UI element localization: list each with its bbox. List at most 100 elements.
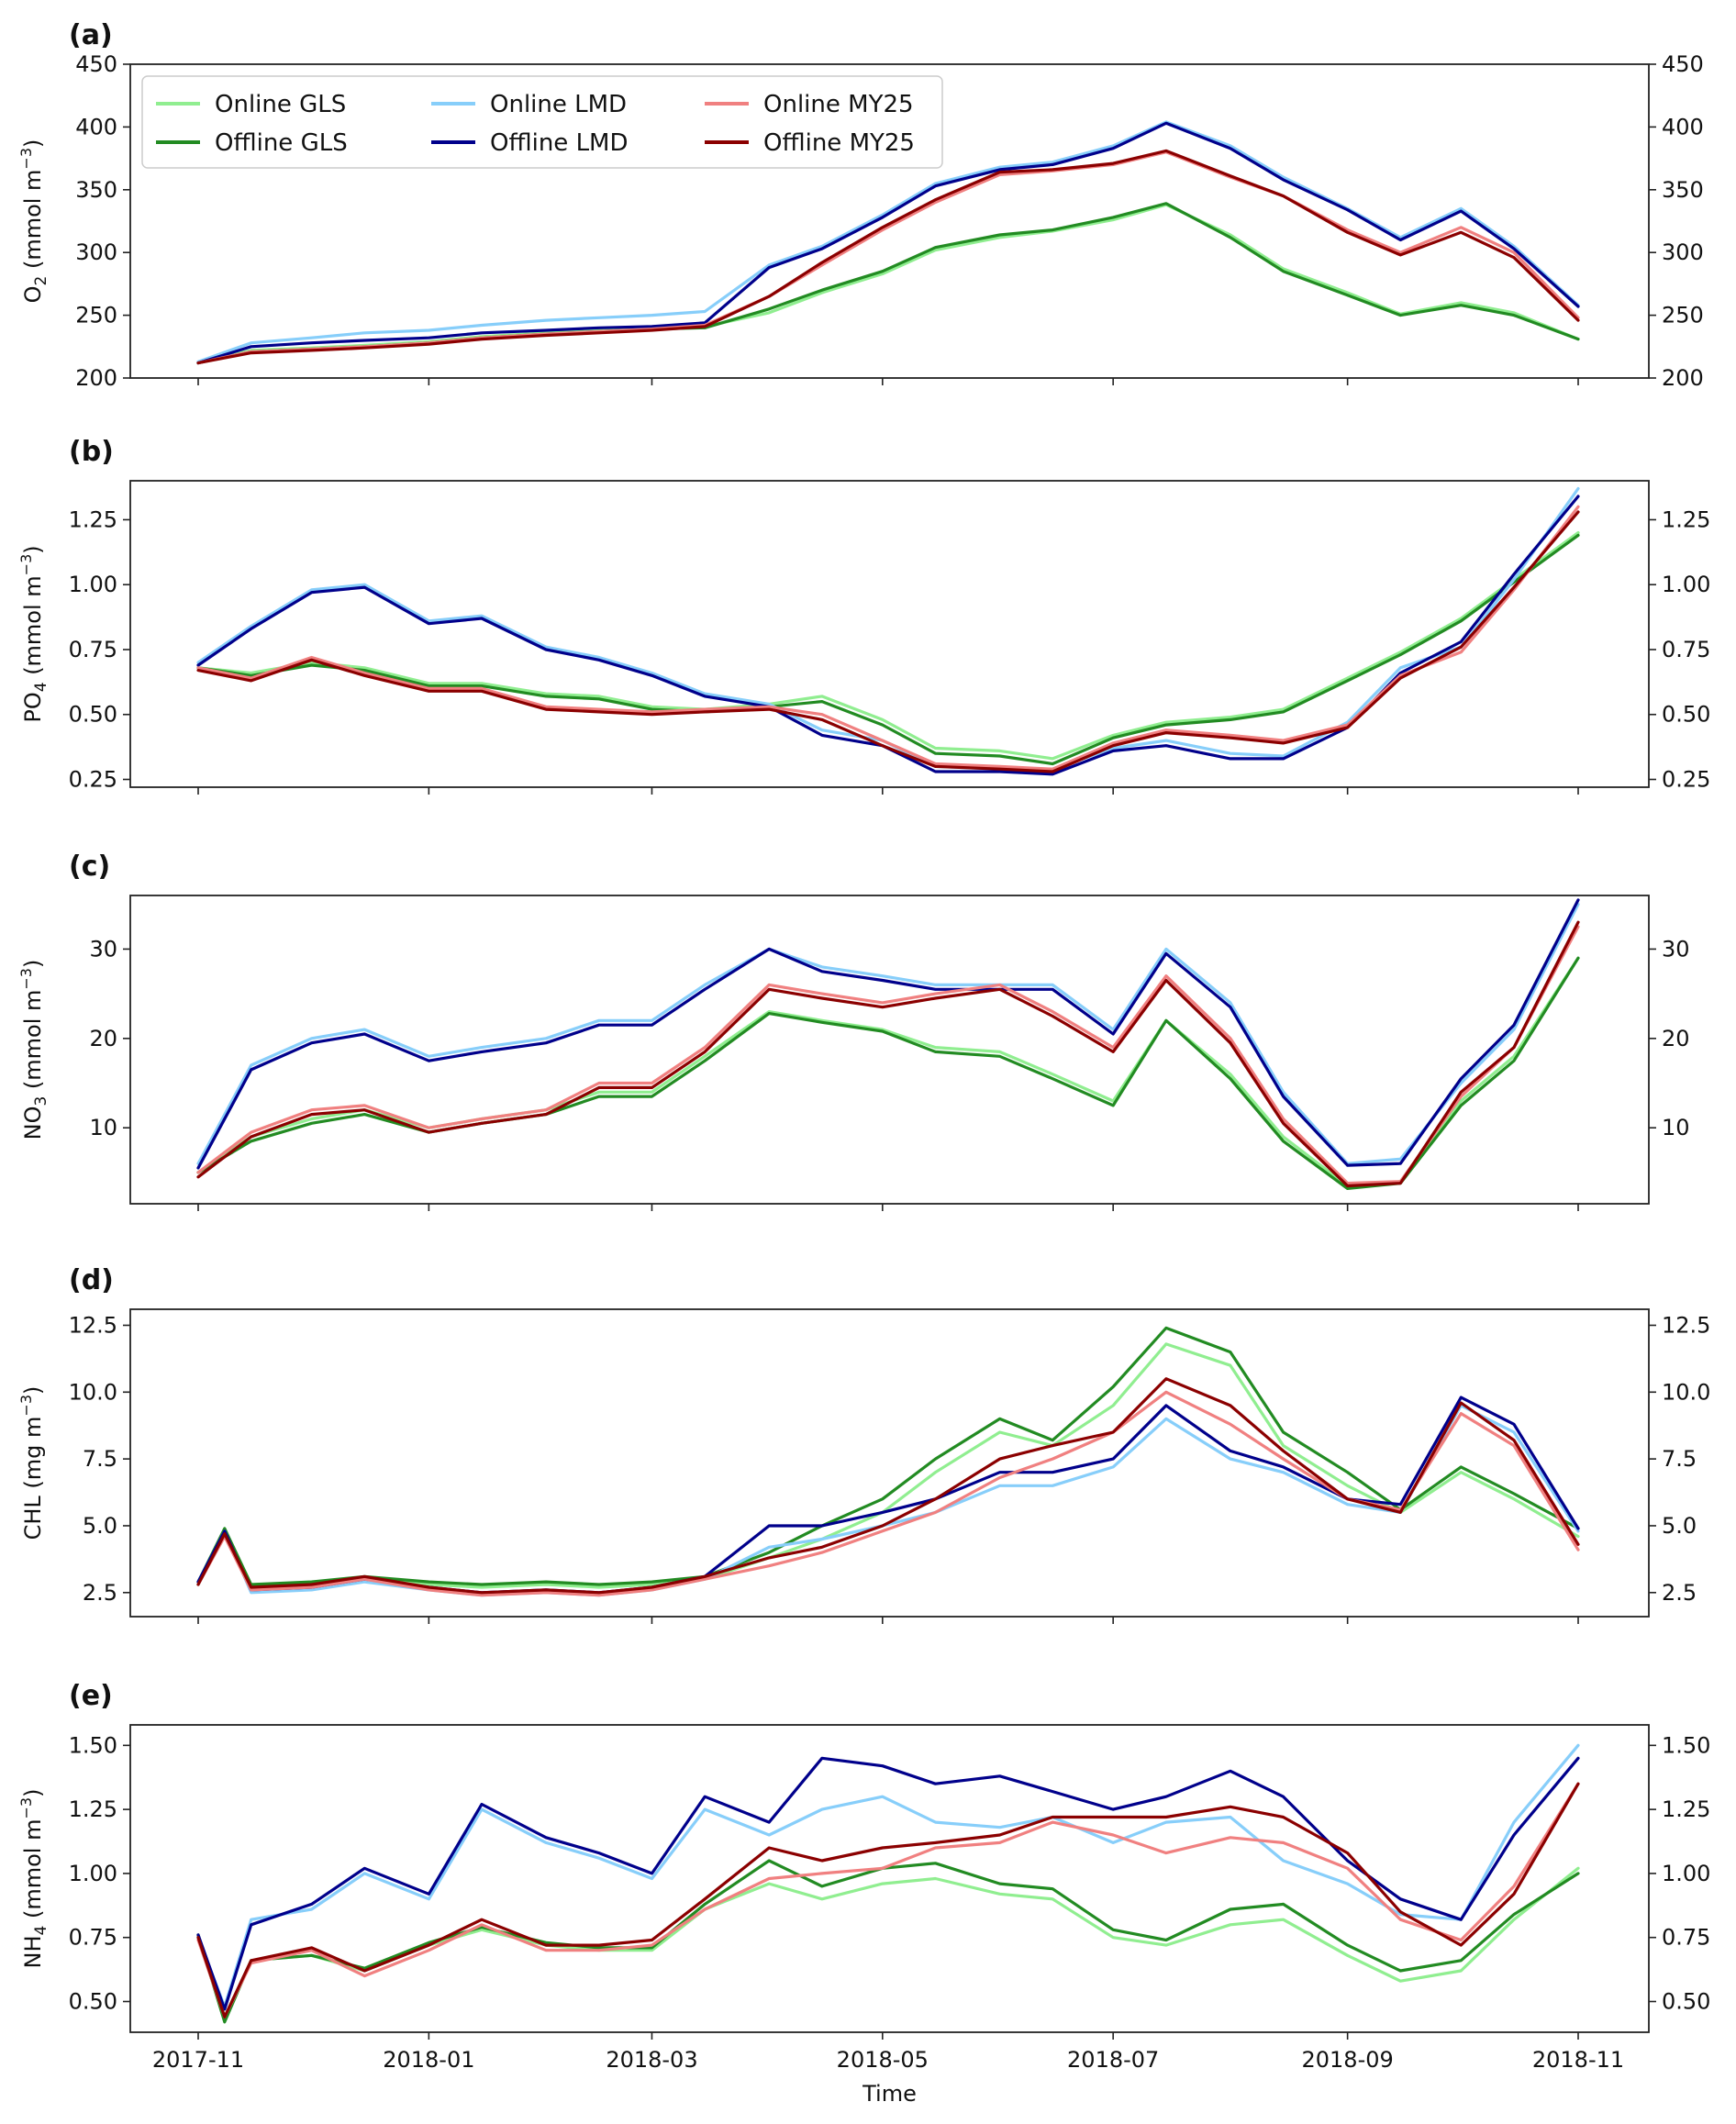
y-axis-label: NH4 (mmol m−3) (17, 1789, 50, 1969)
y-tick-label-left: 1.25 (69, 506, 117, 532)
series-lines (196, 1326, 1580, 1597)
series-line-online-my25 (196, 505, 1580, 771)
panel-a: (a) O2 (mmol m−3) 200 200 250 250 300 300 350 350… (17, 19, 1704, 391)
legend-label: Online LMD (490, 91, 627, 118)
series-line-online-my25 (196, 925, 1580, 1185)
plot-frame (129, 895, 1650, 1205)
series-line-offline-gls (196, 1326, 1580, 1586)
y-tick-label-right: 30 (1662, 936, 1690, 962)
y-tick-label-left: 1.00 (69, 1861, 117, 1886)
y-tick-label-left: 20 (89, 1026, 117, 1051)
y-tick-label-right: 300 (1662, 239, 1704, 265)
y-tick-label-left: 400 (75, 114, 117, 139)
panel-label: (e) (69, 1680, 113, 1712)
y-tick-label-left: 450 (75, 51, 117, 77)
x-tick-label: 2018-05 (837, 2047, 929, 2073)
y-tick-label-left: 10.0 (69, 1379, 117, 1405)
y-tick-label-right: 0.50 (1662, 702, 1710, 728)
y-tick-label-left: 0.50 (69, 1989, 117, 2015)
y-tick-label-left: 200 (75, 365, 117, 391)
y-tick-label-right: 20 (1662, 1026, 1690, 1051)
series-line-online-my25 (196, 1782, 1580, 2018)
series-line-online-lmd (196, 1404, 1580, 1597)
y-tick-label-left: 5.0 (83, 1513, 117, 1539)
plot-frame (129, 1308, 1650, 1618)
plot-frame (129, 480, 1650, 788)
x-tick-label: 2018-09 (1302, 2047, 1394, 2073)
x-tick-label: 2018-11 (1532, 2047, 1624, 2073)
y-tick-label-right: 1.25 (1662, 506, 1710, 532)
y-tick-label-left: 1.00 (69, 572, 117, 597)
x-tick-label: 2018-01 (383, 2047, 474, 2073)
legend-label: Offline MY25 (763, 129, 915, 157)
panel-d: (d) CHL (mg m−3) 2.5 2.5 5.0 5.0 7.5 7.5 10.0 10.… (17, 1264, 1710, 1624)
y-tick-label-left: 0.25 (69, 767, 117, 793)
y-tick-label-right: 250 (1662, 303, 1704, 328)
y-tick-label-left: 12.5 (69, 1312, 117, 1338)
y-tick-label-right: 1.00 (1662, 572, 1710, 597)
series-line-offline-lmd (196, 1756, 1580, 2011)
y-tick-label-left: 0.75 (69, 1925, 117, 1951)
y-tick-label-left: 1.50 (69, 1732, 117, 1758)
y-tick-label-right: 450 (1662, 51, 1704, 77)
panel-label: (c) (69, 851, 110, 883)
series-line-offline-my25 (196, 1377, 1580, 1595)
legend-label: Online MY25 (763, 91, 914, 118)
series-lines (196, 898, 1580, 1190)
y-tick-label-right: 0.50 (1662, 1989, 1710, 2015)
series-line-online-gls (196, 956, 1580, 1188)
y-axis-label: CHL (mg m−3) (17, 1386, 46, 1540)
series-lines (196, 120, 1580, 365)
y-tick-label-left: 0.75 (69, 637, 117, 662)
x-axis-label: Time (862, 2081, 917, 2107)
y-tick-label-right: 10 (1662, 1115, 1690, 1140)
y-tick-label-right: 0.25 (1662, 767, 1710, 793)
series-lines (196, 486, 1580, 776)
panel-label: (a) (69, 19, 113, 51)
y-tick-label-right: 400 (1662, 114, 1704, 139)
y-tick-label-left: 1.25 (69, 1796, 117, 1822)
y-tick-label-left: 300 (75, 239, 117, 265)
series-line-online-lmd (196, 1743, 1580, 2008)
series-line-offline-lmd (196, 121, 1580, 365)
series-line-offline-my25 (196, 1782, 1580, 2018)
y-tick-label-left: 2.5 (83, 1580, 117, 1606)
legend: Online GLS Offline GLS Online LMD Offline L… (141, 75, 943, 169)
y-tick-label-right: 10.0 (1662, 1379, 1710, 1405)
x-tick-label: 2018-03 (606, 2047, 697, 2073)
y-tick-label-right: 1.25 (1662, 1796, 1710, 1822)
series-line-offline-lmd (196, 495, 1580, 776)
series-line-online-gls (196, 1342, 1580, 1589)
y-tick-label-right: 1.50 (1662, 1732, 1710, 1758)
series-line-offline-my25 (196, 149, 1580, 365)
series-lines (196, 1743, 1580, 2024)
legend-box (141, 75, 943, 169)
series-line-offline-my25 (196, 510, 1580, 773)
y-tick-label-left: 30 (89, 936, 117, 962)
y-tick-label-left: 350 (75, 177, 117, 203)
y-tick-label-right: 0.75 (1662, 1925, 1710, 1951)
y-tick-label-left: 10 (89, 1115, 117, 1140)
series-line-offline-lmd (196, 898, 1580, 1170)
x-tick-label: 2018-07 (1067, 2047, 1159, 2073)
y-tick-label-right: 7.5 (1662, 1446, 1697, 1472)
panel-b: (b) PO4 (mmol m−3) 0.25 0.25 0.50 0.50 0.75 0.7… (17, 436, 1710, 795)
y-tick-label-left: 7.5 (83, 1446, 117, 1472)
y-tick-label-right: 1.00 (1662, 1861, 1710, 1886)
y-tick-label-right: 12.5 (1662, 1312, 1710, 1338)
y-tick-label-right: 0.75 (1662, 637, 1710, 662)
plot-frame (129, 1724, 1650, 2033)
legend-label: Offline GLS (215, 129, 348, 157)
y-tick-label-right: 200 (1662, 365, 1704, 391)
series-line-offline-gls (196, 1859, 1580, 2024)
series-line-offline-gls (196, 956, 1580, 1190)
series-line-online-gls (196, 531, 1580, 761)
plot-frame (129, 63, 1650, 379)
y-tick-label-left: 250 (75, 303, 117, 328)
y-tick-label-right: 5.0 (1662, 1513, 1697, 1539)
y-tick-label-left: 0.50 (69, 702, 117, 728)
panel-c: (c) NO3 (mmol m−3) 10 10 20 20 30 30 (17, 851, 1690, 1211)
y-tick-label-right: 2.5 (1662, 1580, 1697, 1606)
legend-label: Offline LMD (490, 129, 629, 157)
